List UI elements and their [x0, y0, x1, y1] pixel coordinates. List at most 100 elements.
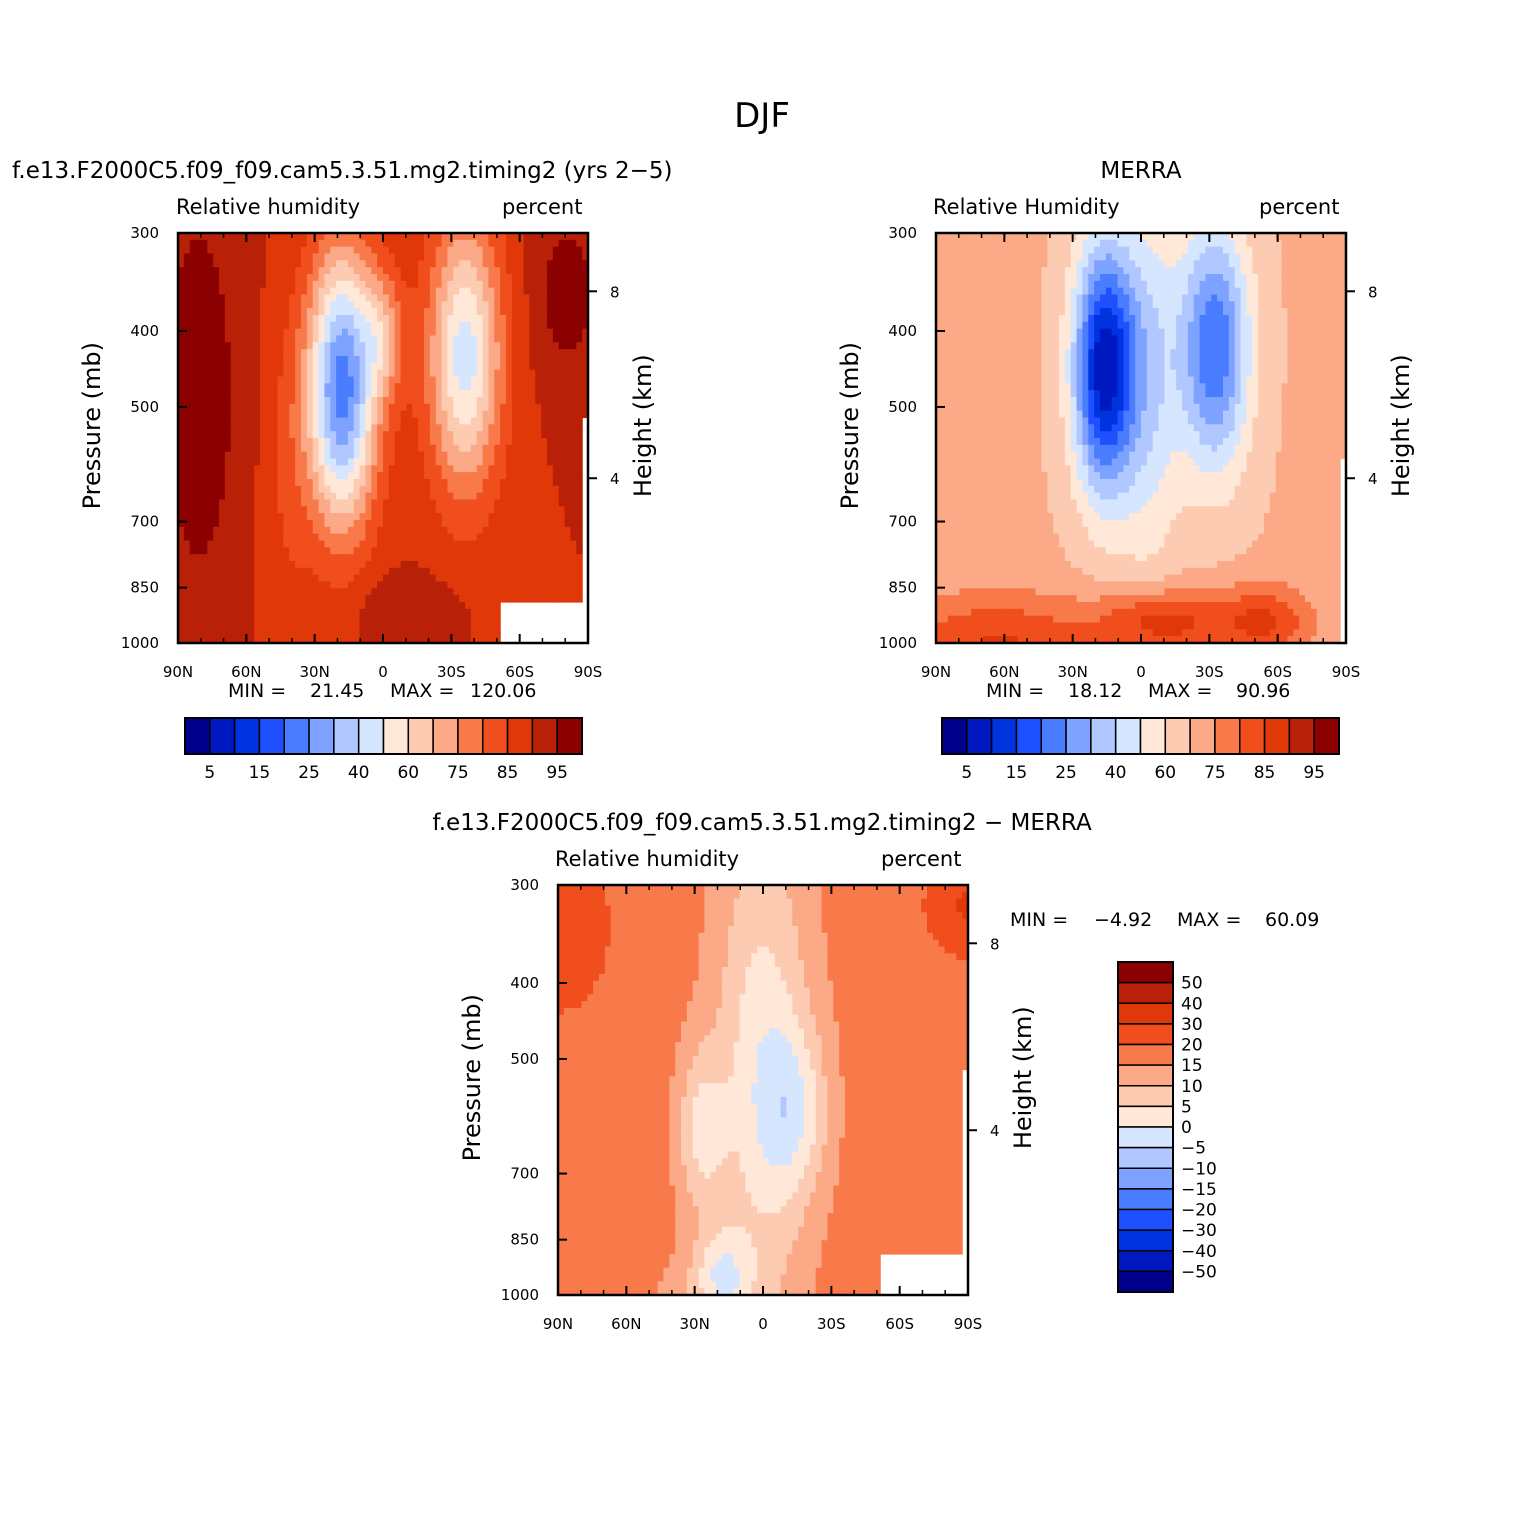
contour-cell	[347, 513, 355, 521]
contour-cell	[312, 403, 320, 412]
contour-cell	[1305, 260, 1312, 268]
contour-cell	[1111, 294, 1119, 302]
contour-cell	[324, 513, 331, 521]
contour-cell	[283, 233, 290, 241]
contour-cell	[523, 349, 531, 357]
contour-cell	[224, 239, 232, 248]
contour-cell	[1088, 253, 1095, 261]
contour-cell	[301, 444, 308, 453]
contour-cell	[353, 520, 361, 528]
contour-cell	[465, 239, 472, 248]
contour-cell	[283, 376, 290, 384]
contour-cell	[529, 431, 536, 439]
contour-cell	[371, 383, 378, 391]
contour-cell	[959, 308, 966, 316]
contour-cell	[435, 417, 443, 425]
contour-cell	[424, 267, 431, 275]
contour-cell	[412, 335, 419, 343]
contour-cell	[1047, 301, 1054, 309]
contour-cell	[283, 239, 290, 248]
contour-cell	[1123, 274, 1130, 282]
contour-cell	[1299, 260, 1306, 268]
contour-cell	[359, 602, 367, 610]
contour-cell	[236, 417, 244, 425]
contour-cell	[178, 499, 185, 507]
contour-cell	[476, 485, 484, 494]
contour-cell	[394, 267, 402, 275]
contour-cell	[254, 629, 261, 637]
contour-cell	[306, 328, 314, 337]
contour-cell	[183, 390, 191, 398]
contour-cell	[394, 315, 402, 323]
contour-cell	[359, 246, 367, 255]
contour-cell	[1305, 239, 1312, 248]
contour-cell	[260, 444, 267, 453]
contour-cell	[306, 458, 314, 466]
contour-cell	[365, 438, 372, 446]
contour-cell	[541, 301, 548, 309]
contour-cell	[412, 629, 419, 637]
contour-cell	[476, 547, 484, 555]
contour-cell	[254, 349, 261, 357]
contour-cell	[1269, 267, 1277, 275]
contour-cell	[377, 417, 384, 425]
contour-cell	[1029, 267, 1037, 275]
contour-cell	[295, 526, 302, 535]
contour-cell	[1322, 280, 1330, 289]
contour-cell	[242, 574, 249, 583]
contour-cell	[306, 520, 314, 528]
contour-cell	[564, 595, 572, 603]
contour-cell	[254, 239, 261, 248]
contour-cell	[406, 451, 413, 460]
contour-cell	[371, 410, 378, 419]
contour-cell	[201, 233, 208, 241]
contour-cell	[1305, 280, 1312, 289]
contour-cell	[535, 287, 542, 296]
contour-cell	[248, 280, 255, 289]
contour-cell	[465, 431, 472, 439]
contour-cell	[265, 390, 273, 398]
contour-cell	[347, 588, 355, 596]
contour-cell	[564, 492, 572, 501]
contour-cell	[465, 581, 472, 589]
contour-cell	[277, 554, 285, 562]
contour-cell	[1164, 239, 1171, 248]
contour-cell	[506, 267, 513, 275]
contour-cell	[506, 356, 513, 364]
contour-cell	[224, 602, 232, 610]
contour-cell	[377, 390, 384, 398]
contour-cell	[1299, 253, 1306, 261]
contour-cell	[183, 622, 191, 630]
contour-cell	[213, 458, 220, 466]
contour-cell	[248, 547, 255, 555]
contour-cell	[441, 622, 449, 630]
contour-cell	[576, 260, 583, 268]
contour-cell	[1006, 308, 1013, 316]
contour-cell	[312, 342, 320, 350]
contour-cell	[959, 239, 966, 248]
contour-cell	[195, 321, 203, 330]
contour-cell	[1252, 253, 1259, 261]
contour-cell	[283, 533, 290, 542]
contour-cell	[494, 410, 501, 419]
contour-cell	[465, 567, 472, 576]
contour-cell	[418, 356, 425, 364]
contour-cell	[330, 246, 337, 255]
contour-cell	[941, 294, 949, 302]
contour-cell	[470, 308, 478, 316]
contour-cell	[178, 239, 185, 248]
contour-cell	[195, 239, 203, 248]
contour-cell	[994, 287, 1002, 296]
contour-cell	[342, 506, 349, 514]
contour-cell	[312, 492, 320, 501]
contour-cell	[1141, 239, 1148, 248]
contour-cell	[295, 233, 302, 241]
contour-cell	[1105, 274, 1113, 282]
contour-cell	[517, 267, 525, 275]
contour-cell	[318, 403, 326, 412]
contour-cell	[1105, 246, 1113, 255]
contour-cell	[277, 547, 285, 555]
contour-cell	[1334, 253, 1341, 261]
contour-cell	[353, 554, 361, 562]
contour-cell	[535, 376, 542, 384]
